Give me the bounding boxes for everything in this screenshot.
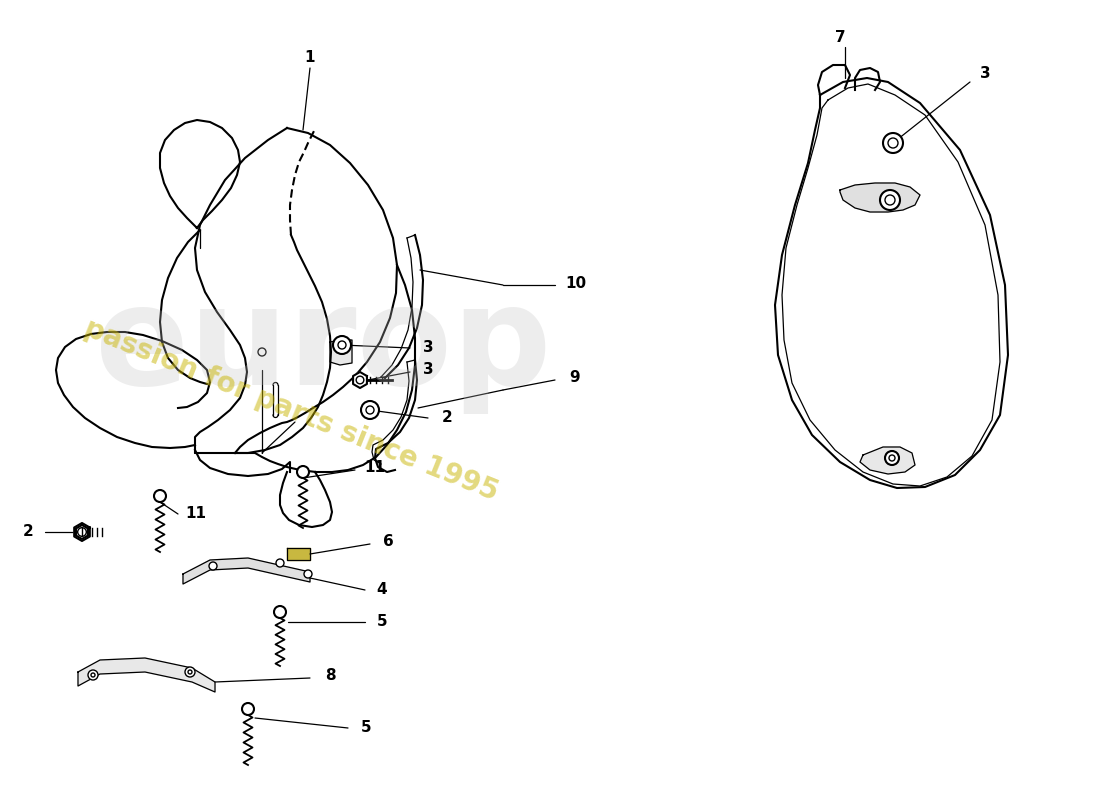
Text: 8: 8 bbox=[324, 669, 336, 683]
Text: europ: europ bbox=[95, 279, 551, 414]
Text: 7: 7 bbox=[835, 30, 845, 45]
Polygon shape bbox=[78, 658, 214, 692]
Polygon shape bbox=[183, 558, 310, 584]
Text: 6: 6 bbox=[383, 534, 394, 550]
Circle shape bbox=[297, 466, 309, 478]
Circle shape bbox=[889, 455, 895, 461]
Text: 10: 10 bbox=[565, 275, 586, 290]
Polygon shape bbox=[840, 183, 920, 212]
Text: 3: 3 bbox=[422, 341, 433, 355]
Circle shape bbox=[188, 670, 192, 674]
Circle shape bbox=[886, 451, 899, 465]
Text: 2: 2 bbox=[23, 525, 33, 539]
Polygon shape bbox=[76, 525, 88, 539]
Text: passion for parts since 1995: passion for parts since 1995 bbox=[80, 314, 503, 506]
Circle shape bbox=[91, 673, 95, 677]
Circle shape bbox=[883, 133, 903, 153]
Circle shape bbox=[274, 606, 286, 618]
Circle shape bbox=[276, 559, 284, 567]
Circle shape bbox=[78, 528, 86, 536]
Text: 5: 5 bbox=[376, 614, 387, 630]
Circle shape bbox=[304, 570, 312, 578]
Circle shape bbox=[338, 341, 346, 349]
Circle shape bbox=[356, 376, 364, 384]
Polygon shape bbox=[860, 447, 915, 474]
Circle shape bbox=[880, 190, 900, 210]
Circle shape bbox=[242, 703, 254, 715]
Polygon shape bbox=[353, 372, 367, 388]
Circle shape bbox=[209, 562, 217, 570]
Text: 3: 3 bbox=[422, 362, 433, 378]
Text: 2: 2 bbox=[441, 410, 452, 426]
Circle shape bbox=[258, 348, 266, 356]
Text: 11: 11 bbox=[364, 461, 385, 475]
Text: 4: 4 bbox=[376, 582, 387, 598]
Circle shape bbox=[361, 401, 379, 419]
Circle shape bbox=[366, 406, 374, 414]
Polygon shape bbox=[74, 523, 90, 541]
Text: 11: 11 bbox=[186, 506, 207, 522]
Text: 9: 9 bbox=[570, 370, 581, 386]
Circle shape bbox=[886, 195, 895, 205]
Circle shape bbox=[185, 667, 195, 677]
Circle shape bbox=[888, 138, 898, 148]
Text: 1: 1 bbox=[305, 50, 316, 66]
Polygon shape bbox=[287, 548, 310, 560]
Circle shape bbox=[154, 490, 166, 502]
Text: 5: 5 bbox=[361, 721, 372, 735]
Circle shape bbox=[333, 336, 351, 354]
Circle shape bbox=[88, 670, 98, 680]
Polygon shape bbox=[330, 340, 352, 365]
Text: 3: 3 bbox=[980, 66, 990, 82]
